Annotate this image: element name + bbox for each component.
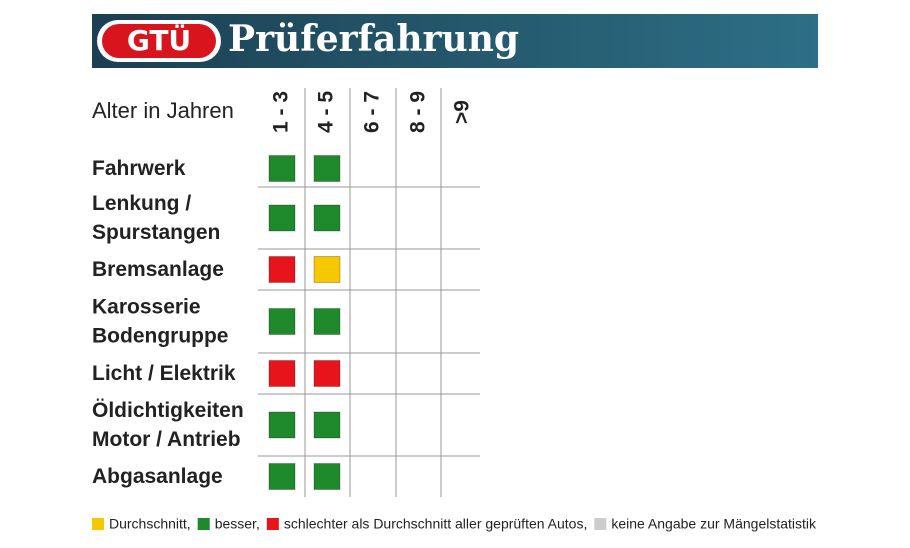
row-label: Abgasanlage	[92, 465, 223, 488]
legend-swatch	[266, 518, 279, 530]
legend-text: Durchschnitt,	[109, 516, 191, 532]
row-label: Bremsanlage	[92, 258, 224, 281]
row-label: Spurstangen	[92, 221, 220, 244]
row-label: Bodengruppe	[92, 325, 229, 348]
row-label: Karosserie	[92, 296, 201, 319]
column-header: >9	[451, 100, 474, 124]
rating-cell	[268, 463, 296, 490]
logo-badge	[102, 24, 216, 58]
legend-swatch	[92, 518, 104, 530]
rating-cell	[313, 204, 341, 232]
column-header: 8 - 9	[407, 91, 430, 133]
legend-text: besser,	[215, 516, 260, 532]
rating-cell	[313, 155, 341, 182]
column-header: 1 - 3	[270, 91, 293, 133]
legend-text: schlechter als Durchschnitt aller geprüf…	[284, 516, 588, 532]
legend-text: keine Angabe zur Mängelstatistik	[611, 516, 817, 532]
rating-cell	[268, 256, 296, 283]
row-label: Motor / Antrieb	[92, 428, 241, 451]
legend-swatch	[197, 518, 210, 530]
rating-cell	[313, 411, 341, 439]
rating-cell	[268, 204, 296, 232]
rating-cell	[313, 463, 341, 490]
title: Prüferfahrung	[228, 18, 519, 60]
row-label: Lenkung /	[92, 192, 191, 215]
rating-cell	[268, 155, 296, 182]
row-label: Fahrwerk	[92, 157, 186, 180]
rating-cell	[313, 360, 341, 387]
rating-cell	[268, 411, 296, 439]
rating-cell	[268, 360, 296, 387]
rating-cell	[313, 256, 341, 283]
rating-cell	[268, 308, 296, 335]
rating-cell	[313, 308, 341, 335]
axis-label: Alter in Jahren	[92, 98, 234, 123]
logo: GTÜ	[127, 23, 191, 57]
row-label: Öldichtigkeiten	[92, 399, 244, 422]
row-label: Licht / Elektrik	[92, 362, 236, 385]
column-header: 4 - 5	[315, 91, 338, 133]
legend-swatch	[594, 518, 607, 530]
column-header: 6 - 7	[361, 91, 384, 133]
